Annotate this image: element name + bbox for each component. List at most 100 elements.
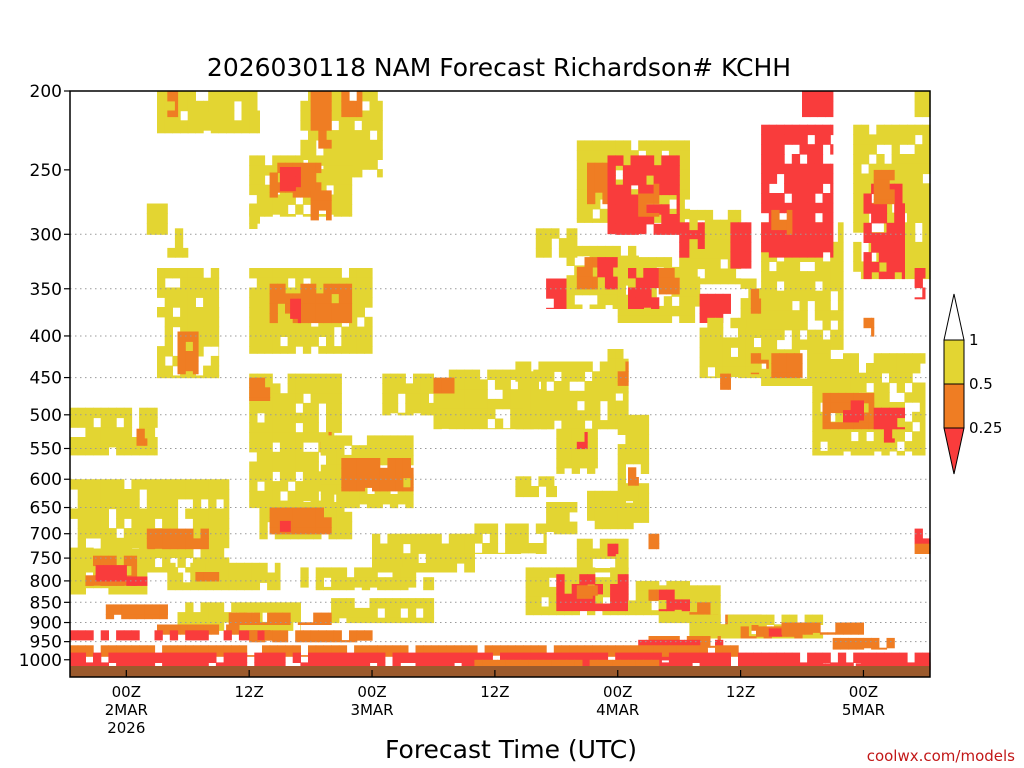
heatmap-cell-high (569, 390, 578, 402)
heatmap-cell-high (272, 461, 281, 472)
heatmap-cell-mid (100, 585, 109, 586)
heatmap-cell-low (868, 652, 877, 663)
heatmap-cell-high (162, 232, 168, 235)
heatmap-cell-mid (256, 377, 266, 388)
heatmap-cell-high (203, 120, 212, 131)
heatmap-cell-high (566, 294, 575, 306)
heatmap-cell-high (635, 590, 644, 602)
heatmap-cell-mid (93, 555, 102, 567)
heatmap-cell-high (712, 278, 721, 285)
heatmap-cell-mid (727, 373, 731, 384)
heatmap-cell-high (471, 398, 481, 410)
heatmap-cell-low (556, 593, 565, 605)
heatmap-cell-mid (70, 645, 79, 656)
heatmap-cell-high (210, 307, 220, 318)
heatmap-cell-high (287, 155, 296, 166)
heatmap-cell-low (914, 652, 923, 663)
heatmap-cell-low (615, 194, 624, 205)
heatmap-cell-high (341, 346, 350, 354)
heatmap-cell-mid (402, 487, 411, 492)
heatmap-cell-high (922, 110, 931, 118)
heatmap-cell-mid (587, 192, 596, 203)
heatmap-cell-mid (318, 110, 327, 121)
heatmap-cell-high (123, 437, 133, 448)
heatmap-cell-high (812, 450, 821, 456)
heatmap-cell-high (907, 173, 916, 184)
heatmap-cell-high (561, 511, 570, 523)
heatmap-cell-high (93, 407, 102, 419)
heatmap-cell-high (922, 154, 931, 165)
heatmap-cell-mid (323, 313, 332, 324)
heatmap-cell-low (814, 144, 824, 155)
heatmap-cell-high (146, 407, 156, 419)
heatmap-cell-mid (259, 622, 268, 625)
heatmap-cell-high (164, 336, 173, 347)
heatmap-cell-mid (715, 645, 724, 656)
heatmap-cell-mid (264, 630, 273, 641)
heatmap-cell-mid (622, 645, 632, 656)
heatmap-cell-high (617, 520, 626, 530)
heatmap-cell-high (274, 531, 284, 540)
heatmap-cell-low (604, 266, 614, 278)
heatmap-cell-high (502, 369, 511, 380)
heatmap-cell-low (597, 266, 606, 278)
heatmap-cell-low (279, 167, 289, 178)
heatmap-cell-high (604, 284, 614, 296)
heatmap-cell-high (154, 203, 163, 214)
heatmap-cell-mid (594, 172, 603, 183)
heatmap-cell-mid (315, 527, 324, 535)
heatmap-cell-high (912, 382, 921, 393)
heatmap-cell-high (254, 621, 263, 631)
heatmap-cell-high (553, 400, 563, 411)
heatmap-cell-mid (730, 655, 739, 657)
heatmap-cell-low (738, 261, 747, 269)
heatmap-cell-high (576, 361, 586, 372)
heatmap-cell-mid (758, 298, 762, 309)
heatmap-cell-mid (308, 313, 317, 324)
heatmap-cell-high (195, 130, 204, 134)
heatmap-cell-high (853, 124, 862, 136)
heatmap-cell-high (146, 489, 156, 500)
heatmap-cell-mid (704, 612, 711, 616)
heatmap-cell-high (515, 410, 524, 421)
heatmap-cell-low (894, 252, 903, 263)
heatmap-cell-high (392, 607, 401, 619)
heatmap-cell-high (489, 533, 499, 544)
heatmap-cell-high (502, 428, 511, 430)
heatmap-cell-high (684, 140, 690, 151)
heatmap-cell-low (807, 144, 816, 155)
heatmap-cell-low (630, 194, 639, 205)
heatmap-cell-low (730, 232, 739, 243)
heatmap-cell-high (389, 503, 399, 509)
heatmap-cell-high (308, 149, 317, 160)
heatmap-cell-high (100, 508, 109, 519)
heatmap-cell-high (164, 120, 173, 131)
heatmap-cell-high (77, 587, 86, 595)
heatmap-cell-mid (617, 381, 626, 386)
heatmap-cell-high (364, 316, 373, 328)
heatmap-cell-high (185, 508, 194, 519)
heatmap-cell-high (313, 531, 322, 540)
heatmap-cell-high (154, 489, 163, 500)
heatmap-cell-mid (845, 422, 854, 430)
heatmap-cell-high (295, 277, 304, 289)
heatmap-cell-high (354, 169, 363, 178)
heatmap-cell-high (146, 446, 156, 456)
heatmap-cell-high (464, 563, 473, 573)
heatmap-cell-high (310, 432, 319, 443)
heatmap-cell-high (223, 479, 230, 490)
heatmap-cell-mid (308, 182, 317, 193)
heatmap-cell-mid (361, 645, 371, 656)
heatmap-cell-high (668, 140, 678, 151)
heatmap-cell-high (100, 489, 109, 500)
heatmap-cell-high (287, 442, 296, 453)
heatmap-cell-low (825, 110, 834, 118)
heatmap-cell-mid (576, 266, 586, 278)
heatmap-cell-high (523, 371, 532, 382)
heatmap-cell-low (254, 630, 263, 641)
heatmap-cell-low (617, 574, 626, 585)
heatmap-cell-mid (868, 422, 875, 430)
heatmap-cell-mid (164, 624, 173, 635)
heatmap-cell-mid (326, 630, 335, 641)
heatmap-cell-mid (292, 517, 301, 528)
